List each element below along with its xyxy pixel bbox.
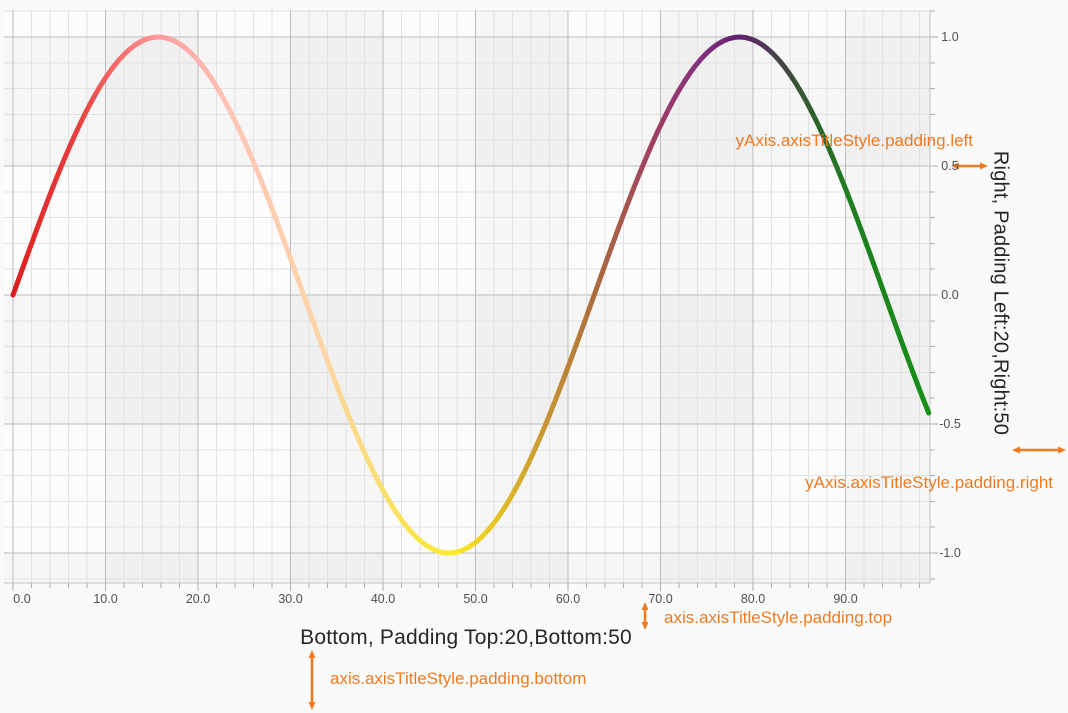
- annotation-arrows: [308, 162, 1066, 710]
- minor-gridlines: [4, 10, 930, 583]
- tick-marks: [12, 10, 938, 591]
- axis-lines: [4, 10, 931, 584]
- plot-background: [4, 10, 930, 583]
- major-gridlines: [4, 10, 930, 583]
- sine-series-line: [10, 34, 932, 556]
- plot-area[interactable]: [4, 10, 930, 583]
